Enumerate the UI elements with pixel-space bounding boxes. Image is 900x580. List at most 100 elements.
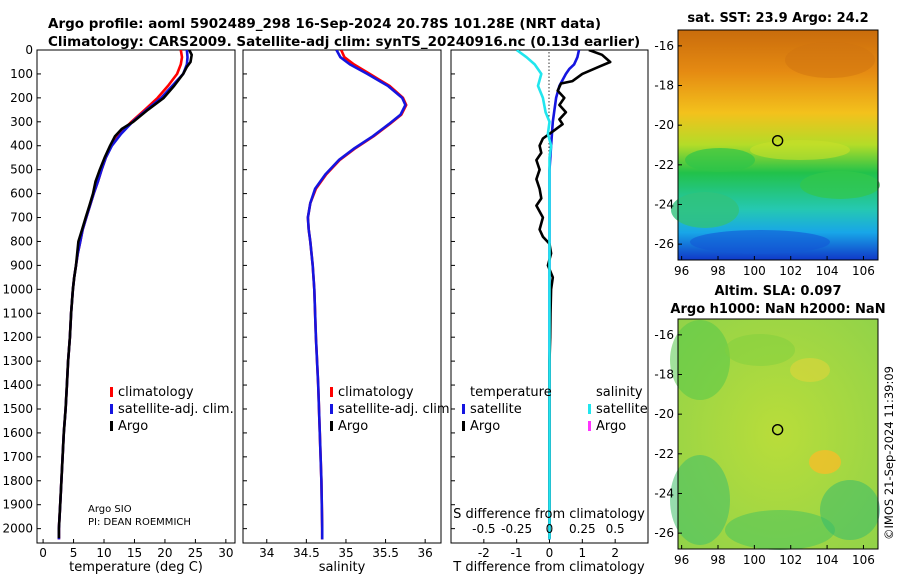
difference-legend: temperature satellite Argo salinity sate… — [462, 385, 648, 434]
depth-tick-label: 900 — [10, 258, 33, 272]
salinity-legend: climatology satellite-adj. clim. Argo — [330, 385, 454, 434]
x-tick-label: 5 — [70, 546, 78, 560]
depth-tick-label: 500 — [10, 163, 33, 177]
legend-s-argo-label: Argo — [596, 419, 626, 434]
map-y-tick-label: -16 — [654, 39, 674, 53]
depth-tick-label: 200 — [10, 91, 33, 105]
series-line-satellite-adj-clim- — [306, 50, 407, 540]
temperature-xlabel: temperature (deg C) — [69, 560, 203, 575]
imos-copyright-timestamp: ©IMOS 21-Sep-2024 11:39:09 — [882, 366, 896, 540]
figure-title-line2: Climatology: CARS2009. Satellite-adj cli… — [48, 34, 640, 50]
legend-swatch-t-satellite — [462, 404, 465, 414]
map-x-tick-label: 98 — [710, 553, 725, 567]
map-x-tick-label: 102 — [779, 264, 802, 278]
difference-series — [515, 50, 612, 540]
sst-map-title: sat. SST: 23.9 Argo: 24.2 — [687, 11, 868, 26]
credit-institution: Argo SIO — [88, 504, 132, 515]
x-tick-label: 36 — [418, 546, 433, 560]
map-x-tick-label: 96 — [674, 553, 689, 567]
depth-tick-label: 1800 — [2, 474, 33, 488]
s-tick-label: 0.25 — [569, 522, 596, 536]
map-y-tick-label: -24 — [654, 486, 674, 500]
x-tick-label: 0 — [546, 546, 554, 560]
x-tick-label: 34.5 — [293, 546, 320, 560]
map-x-tick-label: 104 — [816, 264, 839, 278]
x-tick-label: 10 — [96, 546, 111, 560]
depth-tick-label: 1600 — [2, 426, 33, 440]
salinity-series — [306, 50, 408, 540]
figure-title-line1: Argo profile: aoml 5902489_298 16-Sep-20… — [48, 16, 601, 32]
depth-tick-label: 1300 — [2, 354, 33, 368]
legend-swatch-t-argo — [462, 421, 465, 431]
legend-swatch-s-argo — [588, 421, 591, 431]
depth-tick-label: 1700 — [2, 450, 33, 464]
sla-map-axes: 96 98 100 102 104 106 -16 -18 -20 -22 -24 -26 — [654, 328, 875, 567]
x-tick-label: 1 — [579, 546, 587, 560]
map-x-tick-label: 104 — [816, 553, 839, 567]
temperature-x-axis: 0 5 10 15 20 25 30 — [39, 539, 234, 560]
depth-tick-label: 1000 — [2, 282, 33, 296]
map-y-tick-label: -22 — [654, 158, 674, 172]
temperature-panel: 0100200300400500600700800900100011001200… — [2, 43, 236, 575]
x-tick-label: 35 — [338, 546, 353, 560]
series-line-salinity-satellite — [515, 50, 553, 540]
map-y-tick-label: -26 — [654, 526, 674, 540]
map-x-tick-label: 98 — [710, 264, 725, 278]
map-y-tick-label: -20 — [654, 118, 674, 132]
legend-swatch-satellite-adj — [330, 404, 333, 414]
legend-s-satellite-label: satellite — [596, 402, 648, 417]
x-tick-label: 25 — [188, 546, 203, 560]
s-difference-label: S difference from climatology — [453, 507, 645, 522]
series-line-argo — [57, 50, 193, 539]
map-y-tick-label: -24 — [654, 197, 674, 211]
depth-tick-label: 1100 — [2, 306, 33, 320]
map-x-tick-label: 100 — [743, 264, 766, 278]
depth-tick-label: 100 — [10, 67, 33, 81]
map-x-tick-label: 102 — [779, 553, 802, 567]
temperature-series — [57, 50, 193, 540]
map-y-tick-label: -16 — [654, 328, 674, 342]
x-tick-label: -2 — [478, 546, 490, 560]
salinity-panel: 34 34.5 35 35.5 36 salinity climatology sate… — [242, 49, 454, 575]
s-tick-label: -0.5 — [472, 522, 495, 536]
legend-satellite-adj-label: satellite-adj. clim. — [118, 402, 234, 417]
s-tick-label: 0.5 — [606, 522, 625, 536]
depth-tick-label: 600 — [10, 187, 33, 201]
sst-map-frame — [677, 29, 879, 261]
temperature-axes-frame — [36, 49, 236, 544]
difference-panel: -2 -1 0 1 2 T difference from climatology S … — [450, 49, 649, 575]
legend-swatch-argo — [330, 421, 333, 431]
salinity-xlabel: salinity — [319, 560, 366, 575]
sla-map-title: Altim. SLA: 0.097 — [715, 284, 842, 299]
salinity-difference-ticks: -0.5 -0.25 0 0.25 0.5 — [472, 522, 625, 536]
x-tick-label: 15 — [127, 546, 142, 560]
x-tick-label: 0 — [39, 546, 47, 560]
sst-field-texture — [671, 42, 880, 254]
salinity-axes-frame — [242, 49, 442, 544]
depth-tick-label: 700 — [10, 211, 33, 225]
t-difference-xlabel: T difference from climatology — [452, 560, 645, 575]
salinity-x-axis: 34 34.5 35 35.5 36 — [259, 539, 433, 560]
difference-y-ticks — [451, 49, 455, 530]
sla-map-subtitle: Argo h1000: NaN h2000: NaN — [670, 302, 885, 317]
legend-t-satellite-label: satellite — [470, 402, 522, 417]
map-x-tick-label: 106 — [852, 553, 875, 567]
legend-climatology-label: climatology — [118, 385, 194, 400]
depth-tick-label: 1400 — [2, 378, 33, 392]
legend-t-argo-label: Argo — [470, 419, 500, 434]
sla-map-frame — [677, 318, 879, 550]
depth-tick-label: 800 — [10, 234, 33, 248]
legend-swatch-s-satellite — [588, 404, 591, 414]
map-y-tick-label: -18 — [654, 79, 674, 93]
map-y-tick-label: -20 — [654, 407, 674, 421]
sla-field-texture — [670, 320, 880, 550]
map-x-tick-label: 96 — [674, 264, 689, 278]
legend-swatch-argo — [110, 421, 113, 431]
argo-location-marker — [771, 134, 784, 147]
map-y-tick-label: -22 — [654, 447, 674, 461]
x-tick-label: 2 — [611, 546, 619, 560]
x-tick-label: 20 — [157, 546, 172, 560]
legend-swatch-satellite-adj — [110, 404, 113, 414]
depth-tick-label: 1900 — [2, 498, 33, 512]
